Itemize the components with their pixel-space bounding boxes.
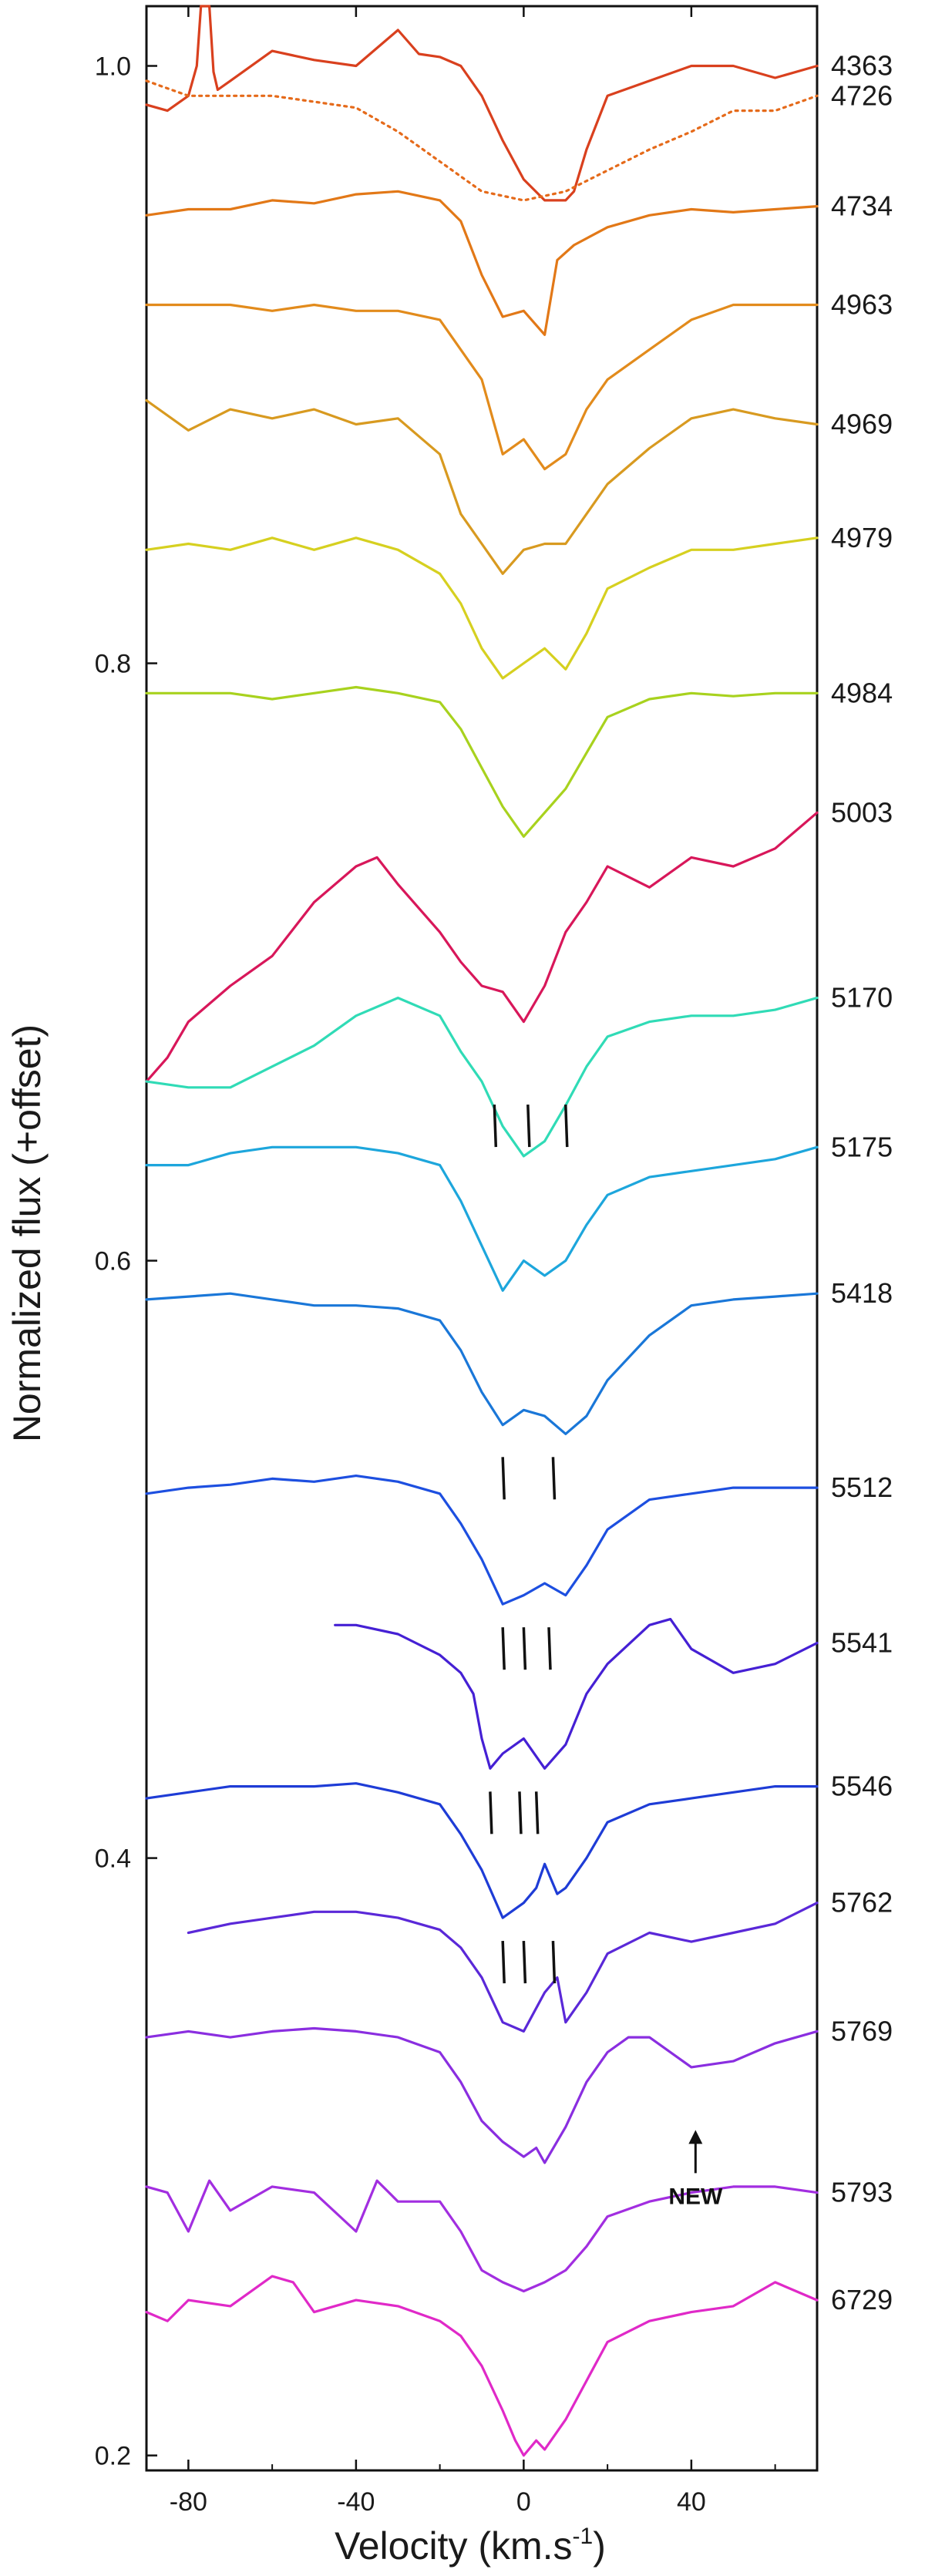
component-tick xyxy=(551,1941,557,1984)
component-markers xyxy=(489,1104,569,1984)
y-tick-label: 0.8 xyxy=(95,650,131,679)
series-label-5793: 5793 xyxy=(831,2177,893,2208)
plot-frame xyxy=(145,5,819,2472)
component-tick xyxy=(526,1104,531,1148)
series-label-5541: 5541 xyxy=(831,1627,893,1659)
series-line-5170 xyxy=(145,997,819,1158)
component-tick xyxy=(501,1941,506,1984)
spectra-series xyxy=(145,5,819,2457)
component-tick xyxy=(501,1627,506,1670)
y-tick-label: 0.4 xyxy=(95,1845,131,1874)
component-tick xyxy=(522,1627,527,1670)
component-tick xyxy=(518,1791,523,1834)
x-axis-title: Velocity (km.s-1) xyxy=(335,2524,606,2568)
x-tick-label: -40 xyxy=(337,2487,375,2517)
series-label-5512: 5512 xyxy=(831,1471,893,1503)
component-tick xyxy=(489,1791,493,1834)
series-line-4363 xyxy=(145,5,819,202)
x-tick-label: 0 xyxy=(516,2487,531,2517)
series-label-6729: 6729 xyxy=(831,2284,893,2315)
plot-border xyxy=(145,5,819,2472)
series-line-5769 xyxy=(145,2026,819,2164)
series-line-5793 xyxy=(145,2179,819,2293)
x-tick-label: 40 xyxy=(677,2487,706,2517)
component-tick xyxy=(501,1457,506,1500)
series-label-5170: 5170 xyxy=(831,982,893,1014)
series-line-6729 xyxy=(145,2275,819,2457)
y-tick-label: 0.6 xyxy=(95,1247,131,1276)
series-label-5418: 5418 xyxy=(831,1277,893,1309)
annotation-arrow-head xyxy=(688,2130,703,2144)
series-label-4979: 4979 xyxy=(831,522,893,553)
axis-ticks: -80 -40 0 40 0.2 0.4 0.6 0.8 1.0 xyxy=(95,6,776,2517)
series-line-4734 xyxy=(145,190,819,336)
series-line-4969 xyxy=(145,399,819,575)
component-tick xyxy=(547,1627,552,1670)
component-tick xyxy=(522,1941,527,1984)
series-line-5418 xyxy=(145,1292,819,1435)
component-tick xyxy=(551,1457,557,1500)
annotation-text: NEW xyxy=(668,2184,723,2209)
y-axis-title: Normalized flux (+offset) xyxy=(5,1024,49,1442)
series-line-4963 xyxy=(145,303,819,471)
series-label-5762: 5762 xyxy=(831,1887,893,1919)
series-line-5541 xyxy=(334,1618,819,1770)
series-label-5546: 5546 xyxy=(831,1771,893,1802)
series-label-5003: 5003 xyxy=(831,796,893,828)
component-tick xyxy=(564,1104,569,1148)
series-label-4726: 4726 xyxy=(831,79,893,111)
series-line-5512 xyxy=(145,1475,819,1606)
series-line-5546 xyxy=(145,1782,819,1919)
series-label-4963: 4963 xyxy=(831,289,893,321)
component-tick xyxy=(534,1791,540,1834)
series-line-5175 xyxy=(145,1145,819,1292)
series-label-4984: 4984 xyxy=(831,677,893,708)
series-line-4979 xyxy=(145,536,819,680)
series-line-4984 xyxy=(145,685,819,838)
series-label-5769: 5769 xyxy=(831,2015,893,2046)
series-label-5175: 5175 xyxy=(831,1131,893,1162)
y-tick-label: 0.2 xyxy=(95,2442,131,2471)
series-label-4969: 4969 xyxy=(831,409,893,440)
series-line-5003 xyxy=(145,811,819,1083)
series-line-5762 xyxy=(187,1902,819,2033)
series-label-4734: 4734 xyxy=(831,190,893,222)
x-tick-label: -80 xyxy=(170,2487,207,2517)
y-tick-label: 1.0 xyxy=(95,52,131,82)
component-tick xyxy=(493,1104,498,1148)
series-label-4363: 4363 xyxy=(831,50,893,82)
annotations: NEW xyxy=(668,2130,723,2209)
series-line-4726 xyxy=(145,79,819,202)
